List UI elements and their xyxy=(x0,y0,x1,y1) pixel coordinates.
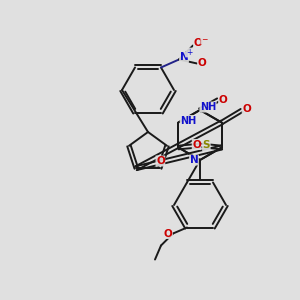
Text: −: − xyxy=(201,35,207,44)
Text: O: O xyxy=(164,229,172,238)
Text: +: + xyxy=(186,48,192,57)
Text: O: O xyxy=(194,38,202,49)
Text: O: O xyxy=(192,140,201,149)
Text: N: N xyxy=(180,52,188,62)
Text: NH: NH xyxy=(200,102,216,112)
Text: NH: NH xyxy=(180,116,196,125)
Text: O: O xyxy=(242,104,251,115)
Text: O: O xyxy=(219,95,227,105)
Text: O: O xyxy=(198,58,206,68)
Text: N: N xyxy=(190,155,198,165)
Text: S: S xyxy=(202,140,210,151)
Text: O: O xyxy=(156,156,165,166)
